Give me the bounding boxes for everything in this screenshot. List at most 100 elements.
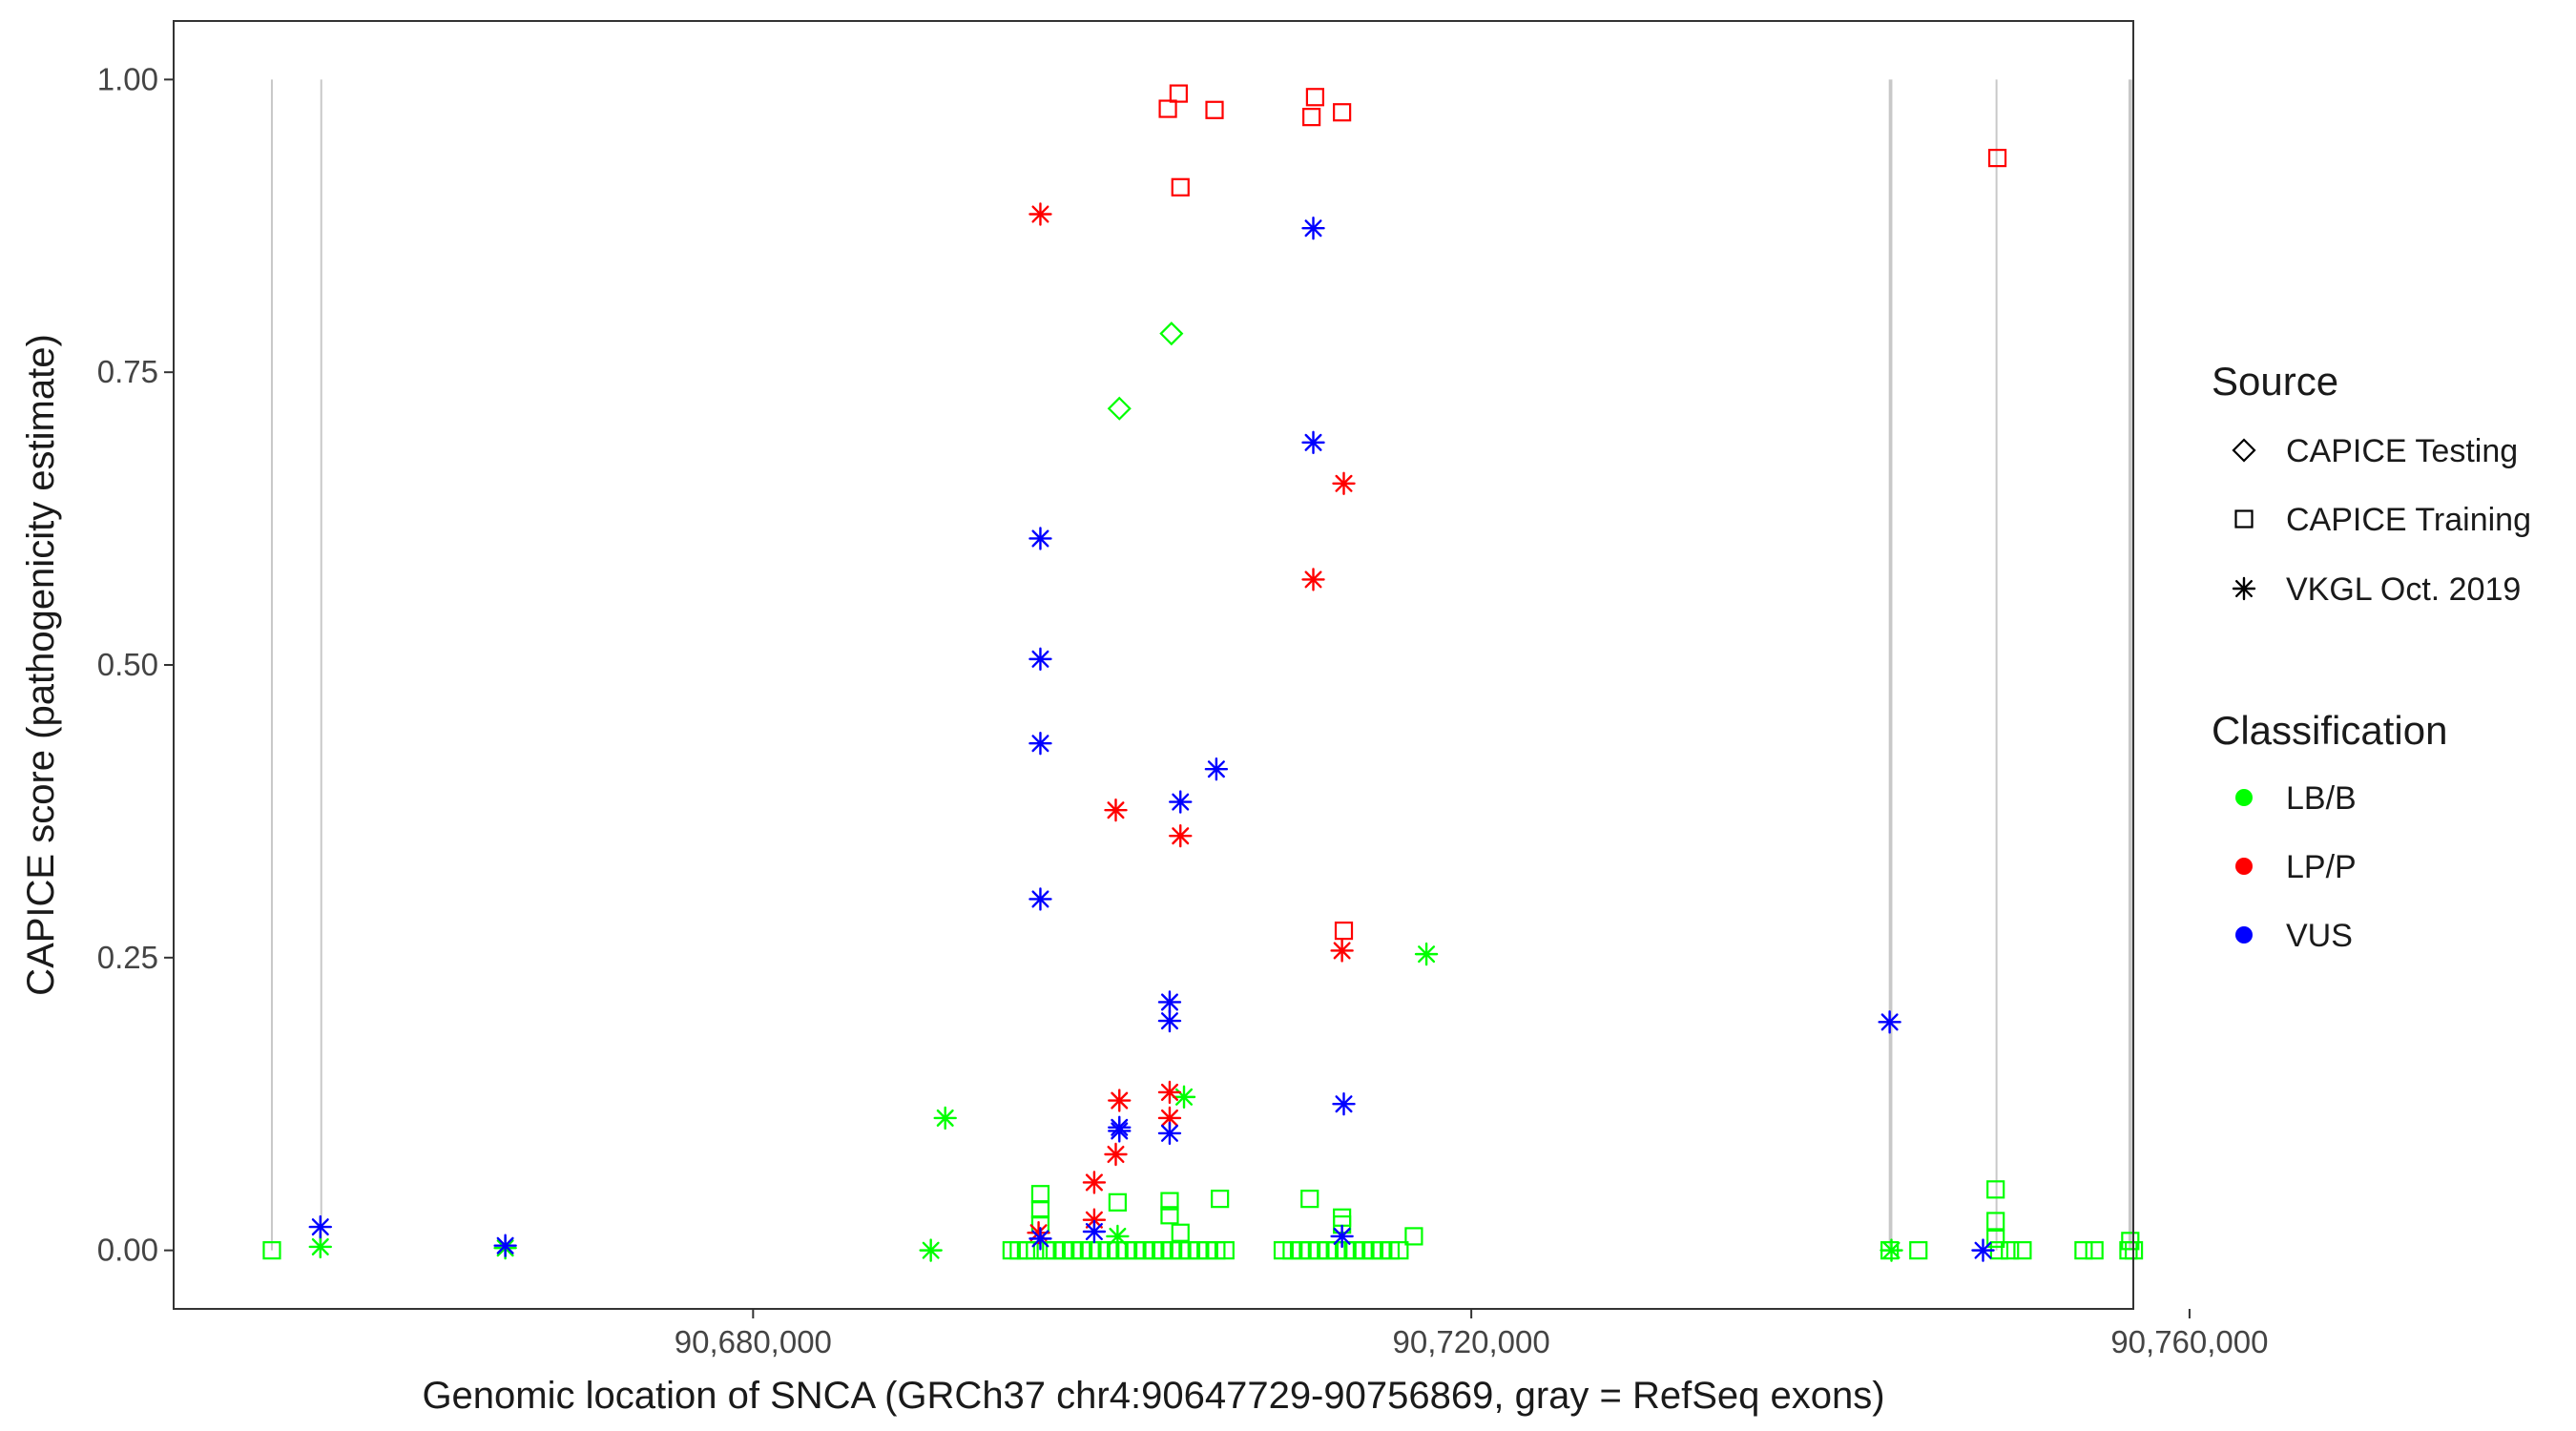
x-tick-label: 90,680,000 (675, 1324, 832, 1359)
data-point (1211, 1190, 1230, 1209)
data-point (1301, 568, 1325, 591)
legend-source-label: CAPICE Testing (2286, 433, 2518, 469)
data-point (2001, 1241, 2020, 1260)
data-point (1204, 757, 1229, 781)
data-point (1404, 1227, 1423, 1246)
square-icon (2234, 509, 2254, 529)
data-point (1330, 939, 1354, 963)
legend-diamond-key (2232, 438, 2256, 463)
data-point (1332, 1092, 1356, 1116)
data-point (1169, 790, 1193, 814)
data-point (1028, 887, 1052, 911)
data-point (1334, 921, 1354, 941)
y-axis: 0.00 0.25 0.50 0.75 1.00 (97, 61, 174, 1268)
x-tick-label: 90,720,000 (1393, 1324, 1550, 1359)
data-point (1107, 396, 1132, 421)
exon-line (1995, 79, 1998, 1251)
data-point (1159, 321, 1184, 346)
data-point (1106, 1224, 1130, 1249)
data-point (1330, 1224, 1354, 1249)
data-point (2074, 1241, 2093, 1260)
legend-class-label: LP/P (2286, 849, 2357, 885)
data-point (1171, 177, 1190, 197)
exon-line (1888, 79, 1893, 1251)
legend-source-label: CAPICE Training (2286, 502, 2531, 538)
data-point (1215, 1241, 1235, 1260)
data-point (1880, 1238, 1903, 1262)
data-point (1333, 103, 1352, 122)
legend-class-item-vus: VUS (2235, 918, 2353, 954)
legend-square-key (2234, 509, 2254, 529)
x-tick-label: 90,760,000 (2110, 1324, 2268, 1359)
data-point (2013, 1241, 2032, 1260)
data-point (1108, 1192, 1127, 1212)
y-tick-label: 0.50 (97, 647, 158, 682)
y-tick-label: 1.00 (97, 61, 158, 96)
data-point (1305, 88, 1324, 107)
data-points (262, 84, 2144, 1262)
data-point (1169, 84, 1188, 103)
y-tick-label: 0.75 (97, 354, 158, 389)
data-point (1026, 1241, 1045, 1260)
legend-asterisk-key (2232, 576, 2256, 601)
legend-class-item-lbb: LB/B (2235, 780, 2357, 817)
data-point (1158, 99, 1177, 118)
data-point (919, 1238, 943, 1262)
data-point (1157, 1008, 1182, 1033)
legend-source: Source CAPICE Testing CAPICE Training VK… (2212, 359, 2531, 608)
data-point (1987, 148, 2007, 168)
data-point (1172, 1085, 1196, 1110)
legend-source-label: VKGL Oct. 2019 (2286, 571, 2521, 608)
data-point (1160, 1206, 1179, 1225)
data-point (1028, 202, 1052, 226)
x-axis: 90,680,000 90,720,000 90,760,000 (675, 1309, 2269, 1359)
data-point (1986, 1229, 2005, 1248)
legend-source-title: Source (2212, 359, 2338, 404)
legend-source-item-training: CAPICE Training (2234, 502, 2531, 538)
data-point (1157, 990, 1182, 1014)
diamond-icon (2232, 438, 2256, 463)
data-point (1300, 1190, 1319, 1209)
data-point (1028, 1227, 1052, 1251)
data-point (1169, 823, 1193, 848)
x-axis-title: Genomic location of SNCA (GRCh37 chr4:90… (422, 1375, 1884, 1417)
y-tick-label: 0.25 (97, 940, 158, 975)
exon-line (2128, 79, 2132, 1251)
data-point (1028, 647, 1052, 672)
data-point (1986, 1212, 2005, 1231)
data-point (308, 1214, 332, 1239)
legend-classification-title: Classification (2212, 708, 2447, 753)
data-point (262, 1241, 281, 1260)
data-point (308, 1234, 332, 1259)
data-point (1332, 471, 1356, 495)
data-point (1205, 100, 1224, 119)
data-point (1028, 732, 1052, 756)
data-point (1414, 942, 1439, 966)
data-point (1108, 1089, 1132, 1112)
data-point (2121, 1232, 2140, 1251)
data-point (1157, 1080, 1182, 1105)
data-point (1390, 1241, 1409, 1260)
data-point (1302, 108, 1321, 127)
data-point (1301, 217, 1325, 240)
data-point (1082, 1171, 1107, 1194)
y-axis-title: CAPICE score (pathogenicity estimate) (20, 334, 62, 996)
dot-icon (2235, 789, 2253, 806)
data-point (1909, 1241, 1928, 1260)
data-point (493, 1234, 517, 1257)
exon-line (320, 79, 322, 1251)
asterisk-icon (2232, 576, 2256, 601)
data-point (1108, 1119, 1132, 1143)
data-point (1028, 527, 1052, 550)
exon-lines (270, 79, 2132, 1251)
data-point (1157, 1121, 1182, 1146)
legend-class-label: VUS (2286, 918, 2353, 954)
legend-class-item-lpp: LP/P (2235, 849, 2357, 885)
data-point (1104, 798, 1128, 822)
exon-line (270, 79, 273, 1251)
data-point (2085, 1241, 2104, 1260)
dot-icon (2235, 858, 2253, 875)
data-point (1986, 1180, 2005, 1199)
